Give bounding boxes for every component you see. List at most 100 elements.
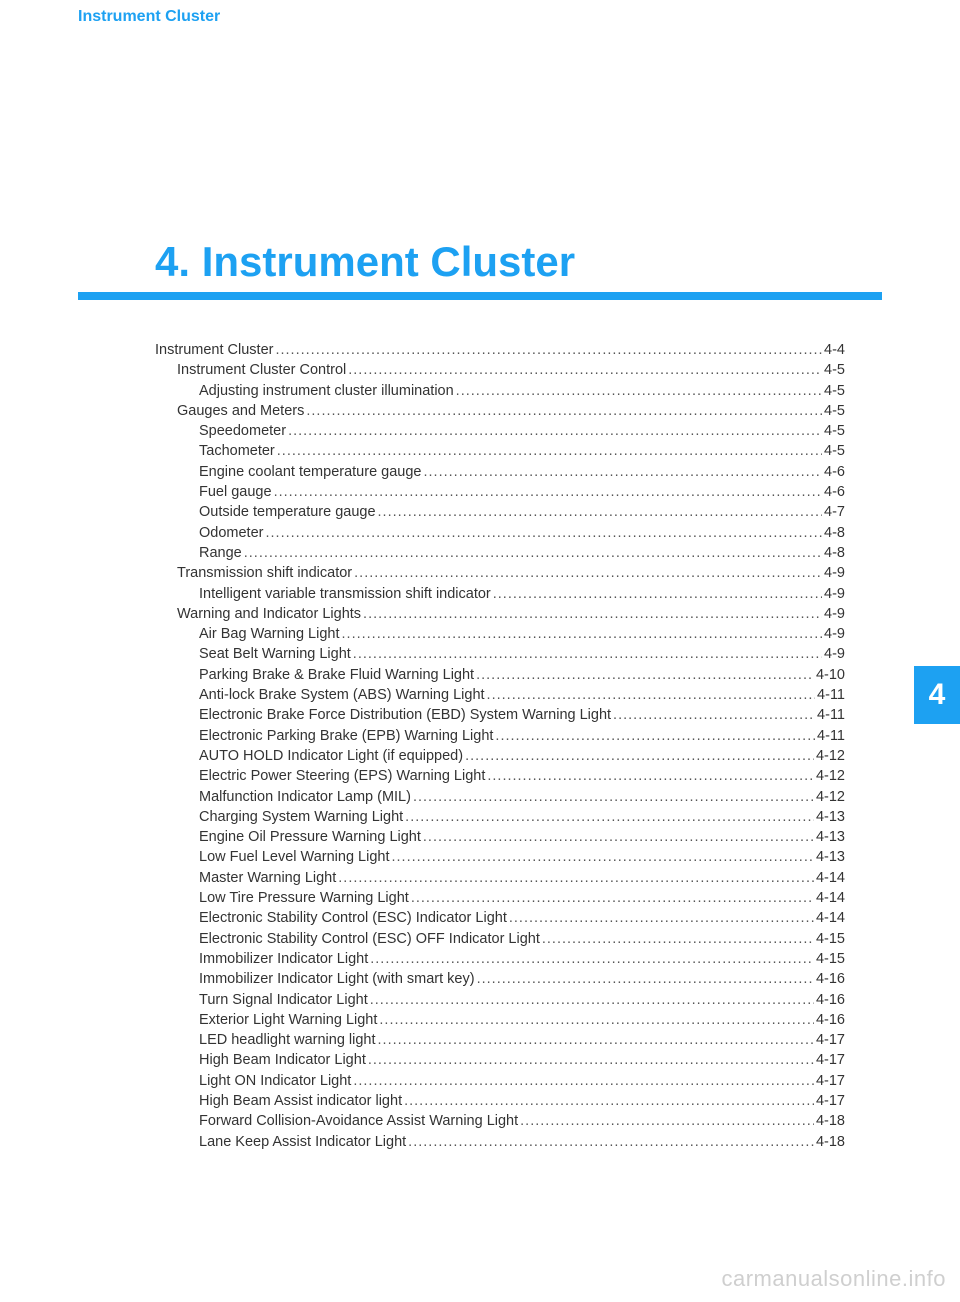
toc-row: AUTO HOLD Indicator Light (if equipped)4… xyxy=(155,746,845,766)
toc-label: Warning and Indicator Lights xyxy=(177,604,361,624)
toc-leader-dots xyxy=(476,665,814,685)
toc-leader-dots xyxy=(411,888,814,908)
toc-leader-dots xyxy=(405,807,814,827)
toc-row: Electronic Parking Brake (EPB) Warning L… xyxy=(155,726,845,746)
toc-label: Parking Brake & Brake Fluid Warning Ligh… xyxy=(199,665,474,685)
toc-leader-dots xyxy=(354,563,822,583)
toc-label: Electronic Brake Force Distribution (EBD… xyxy=(199,705,611,725)
toc-leader-dots xyxy=(520,1111,814,1131)
toc-label: Instrument Cluster xyxy=(155,340,273,360)
toc-row: Anti-lock Brake System (ABS) Warning Lig… xyxy=(155,685,845,705)
toc-page: 4-5 xyxy=(824,381,845,401)
toc-label: Exterior Light Warning Light xyxy=(199,1010,377,1030)
toc-leader-dots xyxy=(378,502,823,522)
toc-leader-dots xyxy=(465,746,814,766)
toc-page: 4-13 xyxy=(816,807,845,827)
toc-leader-dots xyxy=(408,1132,814,1152)
toc-row: Tachometer4-5 xyxy=(155,441,845,461)
toc-page: 4-9 xyxy=(824,604,845,624)
toc-leader-dots xyxy=(487,766,814,786)
toc-row: Light ON Indicator Light4-17 xyxy=(155,1071,845,1091)
toc-page: 4-14 xyxy=(816,868,845,888)
toc-leader-dots xyxy=(456,381,822,401)
toc-page: 4-4 xyxy=(824,340,845,360)
toc-page: 4-7 xyxy=(824,502,845,522)
toc-label: Adjusting instrument cluster illuminatio… xyxy=(199,381,454,401)
toc-leader-dots xyxy=(338,868,814,888)
toc-page: 4-11 xyxy=(817,726,845,746)
toc-page: 4-16 xyxy=(816,990,845,1010)
toc-row: Outside temperature gauge4-7 xyxy=(155,502,845,522)
toc-label: AUTO HOLD Indicator Light (if equipped) xyxy=(199,746,463,766)
toc-row: Immobilizer Indicator Light (with smart … xyxy=(155,969,845,989)
toc-leader-dots xyxy=(306,401,822,421)
toc-row: Seat Belt Warning Light4-9 xyxy=(155,644,845,664)
toc-label: Fuel gauge xyxy=(199,482,272,502)
toc-row: Engine coolant temperature gauge 4-6 xyxy=(155,462,845,482)
toc-label: Forward Collision-Avoidance Assist Warni… xyxy=(199,1111,518,1131)
toc-label: Low Fuel Level Warning Light xyxy=(199,847,389,867)
toc-row: Exterior Light Warning Light4-16 xyxy=(155,1010,845,1030)
toc-row: Lane Keep Assist Indicator Light4-18 xyxy=(155,1132,845,1152)
toc-row: Charging System Warning Light 4-13 xyxy=(155,807,845,827)
toc-label: Engine coolant temperature gauge xyxy=(199,462,422,482)
toc-page: 4-12 xyxy=(816,766,845,786)
toc-label: Low Tire Pressure Warning Light xyxy=(199,888,409,908)
toc-label: Transmission shift indicator xyxy=(177,563,352,583)
toc-page: 4-5 xyxy=(824,401,845,421)
toc-row: High Beam Assist indicator light4-17 xyxy=(155,1091,845,1111)
toc-row: Odometer4-8 xyxy=(155,523,845,543)
toc-leader-dots xyxy=(244,543,822,563)
toc-row: Speedometer 4-5 xyxy=(155,421,845,441)
toc-label: LED headlight warning light xyxy=(199,1030,376,1050)
toc-row: Low Fuel Level Warning Light 4-13 xyxy=(155,847,845,867)
toc-leader-dots xyxy=(379,1010,814,1030)
toc-row: Transmission shift indicator 4-9 xyxy=(155,563,845,583)
toc-label: Air Bag Warning Light xyxy=(199,624,340,644)
toc-page: 4-13 xyxy=(816,847,845,867)
toc-row: Electronic Brake Force Distribution (EBD… xyxy=(155,705,845,725)
toc-leader-dots xyxy=(353,644,822,664)
toc-label: Charging System Warning Light xyxy=(199,807,403,827)
table-of-contents: Instrument Cluster 4-4 Instrument Cluster … xyxy=(155,340,845,1152)
toc-leader-dots xyxy=(277,441,822,461)
toc-row: Gauges and Meters4-5 xyxy=(155,401,845,421)
toc-leader-dots xyxy=(348,360,822,380)
toc-row: Forward Collision-Avoidance Assist Warni… xyxy=(155,1111,845,1131)
toc-leader-dots xyxy=(542,929,814,949)
toc-leader-dots xyxy=(274,482,822,502)
toc-leader-dots xyxy=(368,1050,814,1070)
toc-label: Malfunction Indicator Lamp (MIL) xyxy=(199,787,411,807)
toc-row: Electric Power Steering (EPS) Warning Li… xyxy=(155,766,845,786)
toc-leader-dots xyxy=(363,604,822,624)
toc-page: 4-17 xyxy=(816,1050,845,1070)
toc-page: 4-17 xyxy=(816,1030,845,1050)
toc-page: 4-6 xyxy=(824,482,845,502)
toc-label: Electronic Stability Control (ESC) OFF I… xyxy=(199,929,540,949)
toc-page: 4-9 xyxy=(824,563,845,583)
toc-leader-dots xyxy=(275,340,822,360)
toc-label: Range xyxy=(199,543,242,563)
toc-row: LED headlight warning light 4-17 xyxy=(155,1030,845,1050)
toc-label: Tachometer xyxy=(199,441,275,461)
toc-page: 4-8 xyxy=(824,523,845,543)
toc-page: 4-5 xyxy=(824,421,845,441)
watermark-text: carmanualsonline.info xyxy=(721,1266,946,1292)
toc-page: 4-9 xyxy=(824,644,845,664)
toc-label: Electronic Parking Brake (EPB) Warning L… xyxy=(199,726,493,746)
toc-page: 4-6 xyxy=(824,462,845,482)
toc-label: Lane Keep Assist Indicator Light xyxy=(199,1132,406,1152)
toc-page: 4-8 xyxy=(824,543,845,563)
toc-leader-dots xyxy=(342,624,823,644)
toc-leader-dots xyxy=(509,908,814,928)
toc-row: Intelligent variable transmission shift … xyxy=(155,584,845,604)
toc-row: Parking Brake & Brake Fluid Warning Ligh… xyxy=(155,665,845,685)
header-label: Instrument Cluster xyxy=(78,8,220,26)
toc-page: 4-15 xyxy=(816,949,845,969)
toc-page: 4-13 xyxy=(816,827,845,847)
toc-label: Turn Signal Indicator Light xyxy=(199,990,368,1010)
toc-label: Instrument Cluster Control xyxy=(177,360,346,380)
toc-page: 4-17 xyxy=(816,1091,845,1111)
toc-row: Turn Signal Indicator Light 4-16 xyxy=(155,990,845,1010)
toc-label: Speedometer xyxy=(199,421,286,441)
